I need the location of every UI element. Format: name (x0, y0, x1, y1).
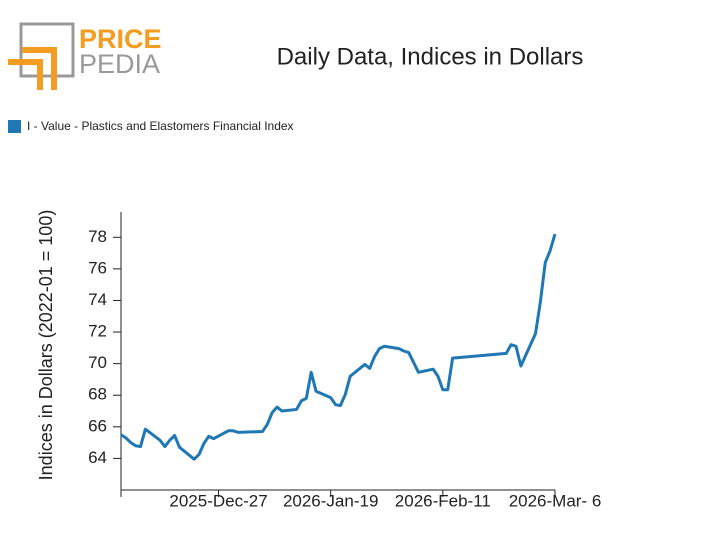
logo-bottom: PEDIA (79, 49, 160, 79)
y-tick-label: 74 (88, 290, 107, 309)
y-axis-title: Indices in Dollars (2022-01 = 100) (36, 210, 56, 481)
y-tick-label: 76 (88, 258, 107, 277)
y-tick-label: 64 (88, 448, 107, 467)
x-tick-label: 2026-Mar- 6 (509, 491, 602, 510)
x-tick-label: 2025-Dec-27 (169, 491, 267, 510)
y-tick-label: 78 (88, 227, 107, 246)
logo-frame (19, 22, 75, 78)
x-tick-label: 2026-Jan-19 (283, 491, 378, 510)
data-line (120, 233, 557, 461)
y-tick-label: 66 (88, 416, 107, 435)
y-tick-label: 70 (88, 353, 107, 372)
chart-title: Daily Data, Indices in Dollars (277, 43, 584, 70)
legend-label: I - Value - Plastics and Elastomers Fina… (27, 119, 294, 133)
legend-swatch (8, 120, 21, 133)
y-tick-label: 72 (88, 322, 107, 341)
y-tick-label: 68 (88, 385, 107, 404)
logo-top: PRICE (79, 24, 162, 54)
x-tick-label: 2026-Feb-11 (395, 491, 491, 510)
logo-mark (8, 47, 57, 90)
logo: PRICE PEDIA (8, 22, 162, 90)
